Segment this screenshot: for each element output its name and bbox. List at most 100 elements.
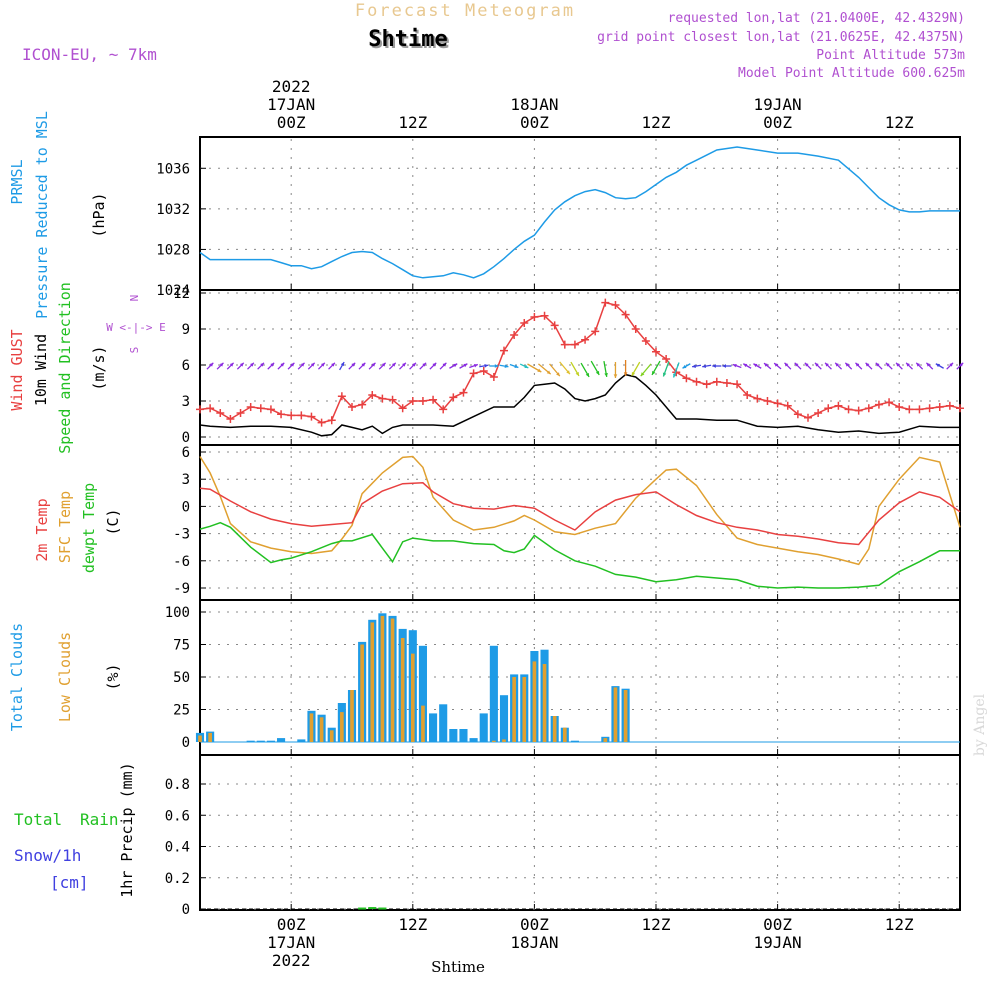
- wind-direction-arrow: [814, 362, 822, 370]
- wind-arrow-head: [916, 362, 921, 367]
- low-cloud-bar: [329, 730, 334, 742]
- wind-arrow-head: [412, 362, 416, 367]
- bottom-time-label: 19JAN: [754, 933, 802, 952]
- wind-arrow-head: [250, 362, 254, 367]
- pressure-ytick-label: 1032: [156, 202, 190, 218]
- wind-gust-line: [199, 301, 961, 424]
- point-altitude: Point Altitude 573m: [816, 48, 965, 63]
- pressure-series: [199, 146, 960, 279]
- total-cloud-bar: [266, 740, 275, 742]
- wind-arrow-head: [371, 362, 376, 367]
- wind-arrow-head: [935, 363, 940, 368]
- wind-direction-arrow: [875, 362, 883, 370]
- temperature-ytick-label: 0: [182, 499, 190, 515]
- wind-direction-arrow: [702, 364, 712, 368]
- wind-arrow-head: [640, 372, 645, 377]
- clouds-ytick-label: 75: [173, 638, 190, 654]
- wind-gust-line-marker: [418, 397, 427, 405]
- wind-arrow-head: [662, 372, 667, 377]
- wind-gust-line-marker: [793, 410, 802, 419]
- sfc-temp-line: [199, 455, 961, 566]
- low-cloud-bar: [492, 740, 496, 742]
- wind-direction-arrow: [742, 363, 752, 369]
- wind-direction-arrow: [623, 360, 628, 376]
- precip-ytick-label: 0.2: [165, 871, 190, 887]
- total-cloud-bar: [418, 645, 427, 742]
- wind-gust-line-marker: [449, 393, 458, 402]
- top-time-label: 2022: [272, 77, 311, 96]
- wind-arrow-head: [906, 362, 910, 367]
- model-point-altitude: Model Point Altitude 600.625m: [738, 66, 965, 81]
- plot-panels: 1024102810321036036912-9-6-3036025507510…: [156, 136, 964, 918]
- wind-gust-line-marker: [540, 311, 549, 320]
- wind-direction-arrow: [206, 362, 214, 370]
- total-cloud-bar: [246, 740, 255, 742]
- wind-direction-arrow: [925, 362, 934, 370]
- top-time-label: 12Z: [642, 113, 671, 132]
- wind-direction-arrow: [712, 364, 722, 368]
- clouds-ytick-label: 100: [165, 605, 190, 621]
- total-cloud-bar: [277, 738, 286, 742]
- wind-arrow-head: [652, 370, 656, 375]
- precip-ytick-label: 0.6: [165, 808, 190, 824]
- wind-gust-line-marker: [915, 405, 924, 414]
- wind-direction-arrow: [794, 362, 802, 370]
- wind-direction-arrow: [247, 362, 255, 370]
- total-cloud-bar: [297, 739, 306, 742]
- wind-arrow-head: [673, 373, 677, 378]
- wind-ytick-label: 3: [182, 394, 190, 410]
- low-cloud-bar: [512, 677, 516, 742]
- top-time-label: 00Z: [763, 113, 792, 132]
- wind-direction-arrow: [267, 362, 275, 370]
- wind-arrow-head: [556, 372, 560, 377]
- compass-north: N: [128, 295, 141, 302]
- wind-gust-line-marker: [327, 416, 336, 425]
- temp-label-dewpt: dewpt Temp: [80, 483, 98, 573]
- wind-gust-line-marker: [216, 409, 225, 417]
- wind-label-gust: Wind GUST: [8, 329, 26, 410]
- wind-gust-line-marker: [530, 313, 539, 321]
- wind-label-10m: 10m Wind: [32, 334, 50, 406]
- low-cloud-bar: [309, 713, 314, 742]
- wind-arrow-head: [524, 364, 529, 369]
- bottom-time-label: 12Z: [885, 915, 914, 934]
- temperature-ytick-label: 3: [182, 472, 190, 488]
- wind-direction-arrow: [732, 363, 742, 369]
- wind-direction-arrow: [368, 362, 376, 370]
- wind-direction-arrow: [631, 361, 641, 377]
- wind-gust-line-marker: [885, 398, 894, 407]
- low-cloud-bar: [542, 664, 547, 742]
- wind-arrow-head: [260, 362, 264, 367]
- wind-direction-arrow: [865, 362, 873, 370]
- wind-arrow-head: [514, 364, 519, 369]
- wind-gust-line-marker: [864, 404, 873, 413]
- total-cloud-bar: [469, 738, 478, 742]
- wind-direction-arrow: [580, 362, 590, 378]
- wind-arrow-head: [623, 372, 628, 376]
- wind-gust-line-marker: [287, 411, 296, 420]
- bottom-time-label: 18JAN: [510, 933, 558, 952]
- wind-gust-line-marker: [763, 397, 772, 405]
- wind-speed-line: [199, 373, 960, 437]
- wind-gust-line-marker: [266, 405, 275, 414]
- wind-arrow-head: [682, 364, 687, 369]
- low-cloud-bar: [390, 618, 395, 742]
- wind-arrow-head: [463, 363, 468, 368]
- precip-frame: [199, 754, 961, 911]
- wind-arrow-head: [270, 362, 275, 367]
- wind-arrow-head: [732, 363, 737, 368]
- wind-direction-arrow: [855, 362, 863, 370]
- wind-direction-arrow: [603, 361, 608, 377]
- low-cloud-bar: [370, 622, 375, 742]
- wind-arrow-head: [473, 363, 478, 368]
- wind-gust-line-marker: [307, 412, 316, 421]
- wind-arrow-head: [692, 364, 696, 368]
- top-time-label: 12Z: [398, 113, 427, 132]
- low-cloud-bar: [319, 717, 324, 742]
- wind-gust-line-marker: [378, 394, 387, 403]
- wind-direction-arrow: [449, 363, 458, 369]
- clouds-ytick-label: 25: [173, 703, 190, 719]
- wind-arrow-head: [865, 362, 870, 367]
- low-cloud-bar: [360, 644, 364, 742]
